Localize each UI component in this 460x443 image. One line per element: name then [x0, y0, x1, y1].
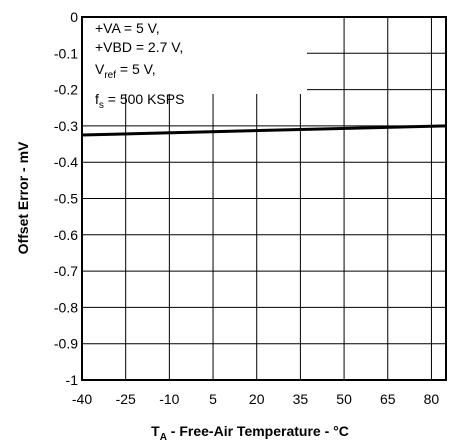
y-tick-label: -0.2 — [54, 82, 78, 98]
x-tick-labels: -40 -25 -10 5 20 35 50 65 80 — [72, 391, 440, 407]
x-tick-label: -40 — [72, 391, 92, 407]
x-tick-label: 65 — [380, 391, 396, 407]
y-tick-label: -0.3 — [54, 118, 78, 134]
x-tick-label: 50 — [336, 391, 352, 407]
y-tick-label: -0.4 — [54, 154, 78, 170]
conditions-box — [82, 17, 307, 94]
plot-frame — [81, 16, 447, 381]
x-tick-label: 35 — [293, 391, 309, 407]
x-tick-label: -10 — [159, 391, 179, 407]
y-tick-label: -0.9 — [54, 336, 78, 352]
y-tick-label: -0.1 — [54, 45, 78, 61]
y-axis-title: Offset Error - mV — [15, 141, 31, 254]
y-tick-label: 0 — [70, 9, 78, 25]
x-tick-label: -25 — [116, 391, 136, 407]
condition-vref: Vref = 5 V, — [95, 61, 156, 81]
x-tick-label: 80 — [424, 391, 440, 407]
offset-error-line — [81, 124, 447, 137]
condition-vbd: +VBD = 2.7 V, — [95, 39, 183, 55]
y-tick-labels: 0 -0.1 -0.2 -0.3 -0.4 -0.5 -0.6 -0.7 -0.8 -0.9 -1 — [54, 9, 78, 388]
x-tick-label: 5 — [209, 391, 217, 407]
condition-va: +VA = 5 V, — [95, 20, 160, 36]
y-tick-label: -1 — [66, 372, 79, 388]
y-tick-label: -0.6 — [54, 227, 78, 243]
y-tick-label: -0.7 — [54, 263, 78, 279]
x-tick-label: 20 — [249, 391, 265, 407]
x-axis-title: TA - Free-Air Temperature - °C — [151, 423, 349, 443]
y-tick-label: -0.8 — [54, 299, 78, 315]
y-tick-label: -0.5 — [54, 191, 78, 207]
series-group — [81, 124, 447, 137]
condition-fs: fs = 500 KSPS — [95, 91, 184, 111]
